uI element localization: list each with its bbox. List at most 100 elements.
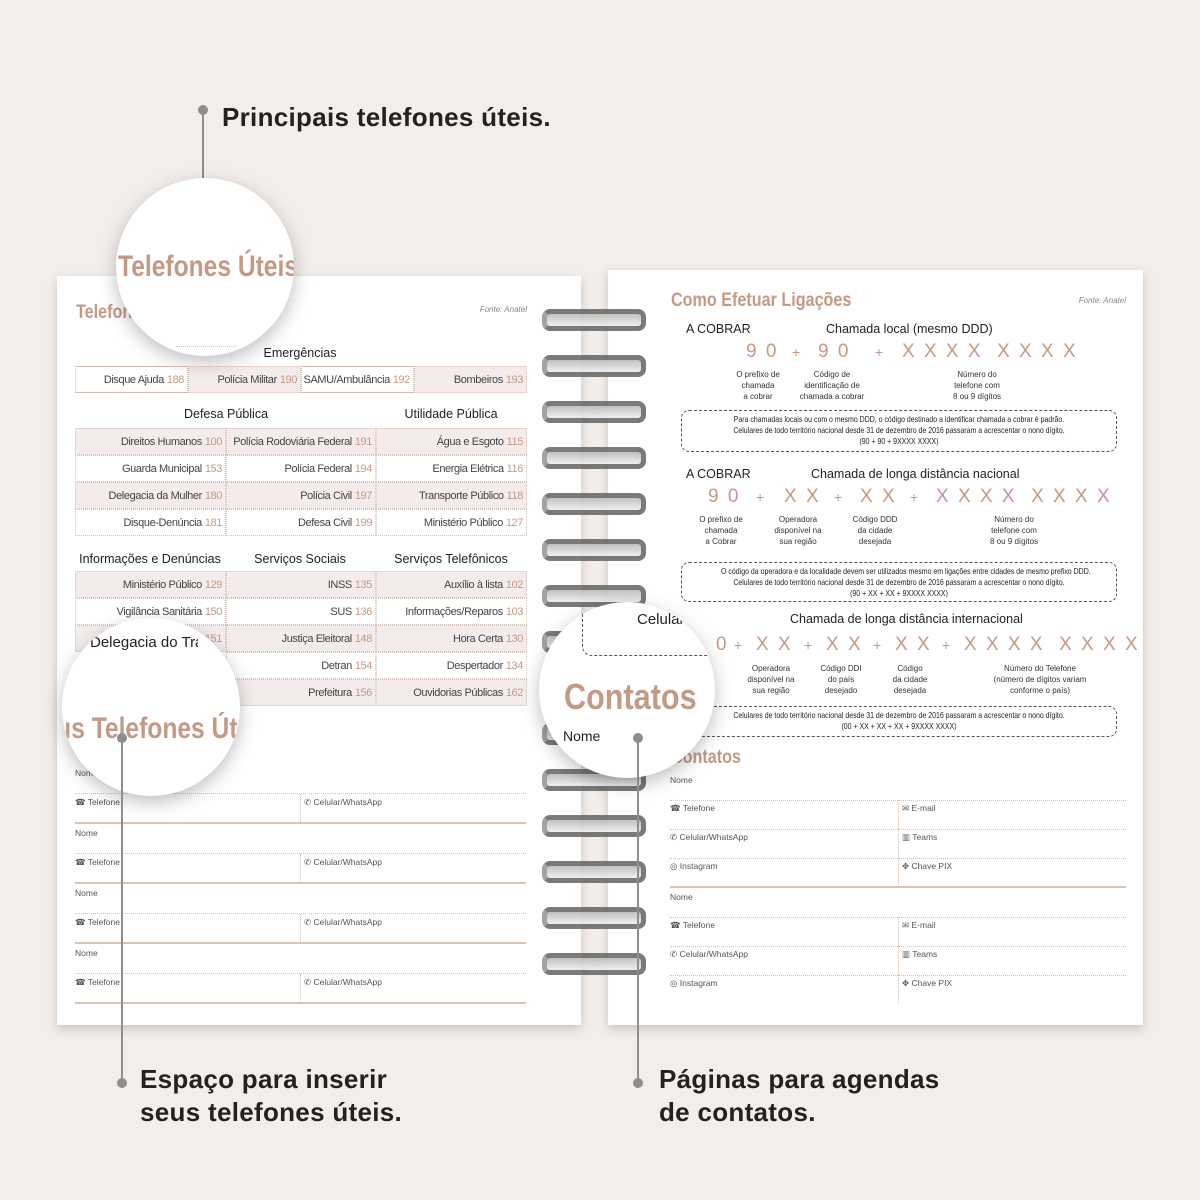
contact-field[interactable]: ✥ Chave PIX xyxy=(902,861,952,872)
field-label: Celular/WhatsApp xyxy=(313,797,382,807)
phone-item: Justiça Eleitoral 148 xyxy=(226,625,376,652)
service-name: SAMU/Ambulância xyxy=(303,373,391,386)
name-field[interactable]: Nome xyxy=(75,948,98,958)
spiral-ring xyxy=(542,309,646,331)
magnified-text: Nome xyxy=(563,728,601,744)
service-number: 199 xyxy=(354,516,373,529)
digit-label: Código DDD da cidade desejada xyxy=(852,515,898,546)
phone-field[interactable]: ☎ Telefone xyxy=(75,857,120,868)
divider xyxy=(300,914,301,942)
service-number: 148 xyxy=(354,632,373,645)
phone-item: Polícia Federal 194 xyxy=(226,455,376,482)
service-number: 130 xyxy=(505,632,524,645)
contact-field[interactable]: ✥ Chave PIX xyxy=(902,978,952,989)
mobile-field[interactable]: ✆ Celular/WhatsApp xyxy=(304,857,382,868)
service-number: 181 xyxy=(204,516,223,529)
phone-field[interactable]: ☎ Telefone xyxy=(75,917,120,928)
phone-item: Água e Esgoto 115 xyxy=(376,428,527,455)
service-name: Polícia Militar xyxy=(217,373,277,386)
digit-label: Código de identificação de chamada a cob… xyxy=(799,370,865,401)
contact-field[interactable]: ✉ E-mail xyxy=(902,920,936,931)
local-heading: Chamada local (mesmo DDD) xyxy=(826,322,993,336)
digit-label: Número do telefone com 8 ou 9 dígitos xyxy=(952,370,1002,401)
digits-prefix: 0 xyxy=(716,634,729,655)
mobile-field[interactable]: ✆ Celular/WhatsApp xyxy=(304,977,382,988)
service-number: 136 xyxy=(354,605,373,618)
service-name: Disque Ajuda xyxy=(103,373,164,386)
callout-bottom-right: Páginas para agendas de contatos. xyxy=(659,1063,940,1129)
digits-plus: + xyxy=(804,637,815,653)
contact-field[interactable]: ◎ Instagram xyxy=(670,861,718,872)
callout-top: Principais telefones úteis. xyxy=(222,102,551,132)
teams-icon: ▥ xyxy=(902,832,913,842)
phone-item: Despertador 134 xyxy=(376,652,527,679)
service-number: 100 xyxy=(204,435,223,448)
magnified-title: Telefones Úteis xyxy=(118,250,294,283)
service-name: Transporte Público xyxy=(418,489,504,502)
service-name: Disque-Denúncia xyxy=(123,516,202,529)
phone-field[interactable]: ☎ Telefone xyxy=(75,977,120,988)
service-number: 194 xyxy=(354,462,373,475)
service-name: Energia Elétrica xyxy=(432,462,504,475)
emergencias-item: SAMU/Ambulância 192 xyxy=(301,366,414,393)
mail-icon: ✉ xyxy=(902,920,912,930)
contact-field[interactable]: ◎ Instagram xyxy=(670,978,718,989)
digits-plus: + xyxy=(734,637,745,653)
phone-icon: ☎ xyxy=(75,857,88,867)
name-field[interactable]: Nome xyxy=(75,768,98,778)
divider xyxy=(300,974,301,1002)
field-label: Instagram xyxy=(679,861,718,871)
name-field[interactable]: Nome xyxy=(75,888,98,898)
phone-item: Ouvidorias Públicas 162 xyxy=(376,679,527,706)
heading-informacoes: Informações e Denúncias xyxy=(79,552,221,566)
contact-field[interactable]: ✉ E-mail xyxy=(902,803,936,814)
field-label: Telefone xyxy=(682,803,715,813)
digits-plus: + xyxy=(875,344,886,360)
digits-operator: X X xyxy=(756,634,793,655)
digits-plus: + xyxy=(756,489,767,505)
service-number: 135 xyxy=(354,578,373,591)
field-label: E-mail xyxy=(911,920,936,930)
emergencias-item: Disque Ajuda 188 xyxy=(75,366,188,393)
digit-label: Operadora disponível na sua região xyxy=(747,664,795,695)
phone-field[interactable]: ☎ Telefone xyxy=(75,797,120,808)
service-number: 188 xyxy=(166,373,185,386)
name-field[interactable]: Nome xyxy=(670,892,693,902)
service-name: Prefeitura xyxy=(308,686,352,699)
contact-field[interactable]: ☎ Telefone xyxy=(670,920,715,931)
mobile-field[interactable]: ✆ Celular/WhatsApp xyxy=(304,797,382,808)
note-line: Celulares de todo território nacional de… xyxy=(733,577,1065,587)
spiral-ring xyxy=(542,447,646,469)
contact-field[interactable]: ▥ Teams xyxy=(902,832,937,843)
phone-icon: ☎ xyxy=(75,797,88,807)
contact-field[interactable]: ☎ Telefone xyxy=(670,803,715,814)
heading-sociais: Serviços Sociais xyxy=(254,552,346,566)
name-field[interactable]: Nome xyxy=(75,828,98,838)
service-name: Direitos Humanos xyxy=(120,435,202,448)
contact-field[interactable]: ▥ Teams xyxy=(902,949,937,960)
service-number: 134 xyxy=(505,659,524,672)
contact-field[interactable]: ✆ Celular/WhatsApp xyxy=(670,949,748,960)
callout-dot xyxy=(117,1078,127,1088)
phone-item: Polícia Civil 197 xyxy=(226,482,376,509)
contact-field[interactable]: ✆ Celular/WhatsApp xyxy=(670,832,748,843)
callout-line-2: de contatos. xyxy=(659,1097,816,1127)
emergencias-item: Polícia Militar 190 xyxy=(188,366,301,393)
name-field[interactable]: Nome xyxy=(670,775,693,785)
divider xyxy=(898,917,899,946)
service-name: Polícia Civil xyxy=(300,489,352,502)
service-number: 180 xyxy=(204,489,223,502)
service-name: Defesa Civil xyxy=(297,516,352,529)
source-note: Fonte: Anatel xyxy=(479,305,527,314)
phone-item: Disque-Denúncia 181 xyxy=(75,509,226,536)
a-cobrar-tag: A COBRAR xyxy=(686,322,751,336)
service-name: Justiça Eleitoral xyxy=(281,632,353,645)
mobile-field[interactable]: ✆ Celular/WhatsApp xyxy=(304,917,382,928)
callout-line xyxy=(637,738,639,1084)
digits-city: X X xyxy=(895,634,932,655)
digits-operator: X X xyxy=(784,486,821,507)
service-number: 102 xyxy=(505,578,524,591)
divider xyxy=(75,1002,526,1004)
note-line: (90 + 90 + 9XXXX XXXX) xyxy=(859,436,939,446)
field-label: Chave PIX xyxy=(911,978,953,988)
